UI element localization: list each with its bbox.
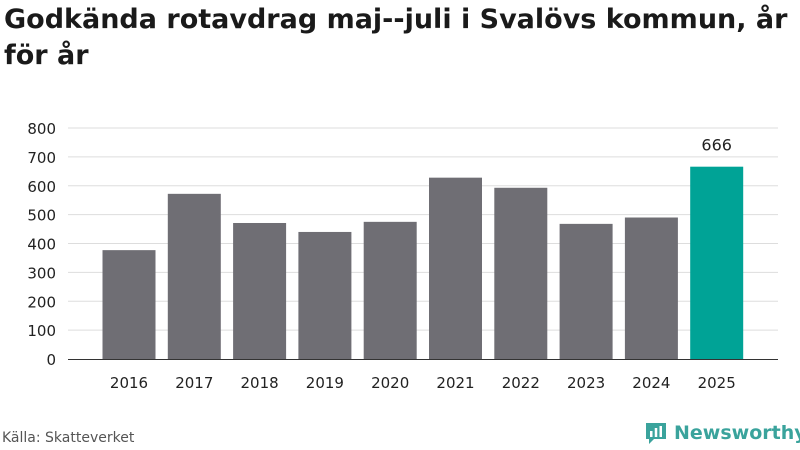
bar-2016 xyxy=(102,250,156,359)
bar-2024 xyxy=(624,217,678,359)
y-tick-label: 500 xyxy=(27,207,56,225)
x-tick-label: 2019 xyxy=(306,374,344,392)
bar-2019 xyxy=(298,231,352,359)
brand-name: Newsworthy xyxy=(674,422,800,444)
x-tick-label: 2020 xyxy=(371,374,409,392)
bar-2020 xyxy=(363,221,417,359)
x-tick-label: 2016 xyxy=(110,374,148,392)
x-tick-label: 2024 xyxy=(632,374,670,392)
data-labels: 666 xyxy=(701,136,732,155)
bar-2022 xyxy=(494,187,548,359)
y-tick-label: 600 xyxy=(27,178,56,196)
x-axis-ticks: 2016 2017 2018 2019 2020 2021 2022 2023 2024 2025 xyxy=(110,374,736,392)
newsworthy-logo-icon xyxy=(646,423,666,444)
bar-2025 xyxy=(690,166,744,359)
x-tick-label: 2017 xyxy=(175,374,213,392)
y-axis-ticks: 0 100 200 300 400 500 600 700 800 xyxy=(27,120,56,369)
bars xyxy=(102,166,744,359)
newsworthy-logo: Newsworthy xyxy=(644,421,800,445)
y-tick-label: 700 xyxy=(27,149,56,167)
chart-title: Godkända rotavdrag maj--juli i Svalövs k… xyxy=(4,4,788,71)
bar-2021 xyxy=(429,177,482,359)
data-label: 666 xyxy=(701,136,732,155)
y-tick-label: 800 xyxy=(27,120,56,138)
y-tick-label: 300 xyxy=(27,264,56,282)
y-tick-label: 200 xyxy=(27,293,56,311)
source-note: Källa: Skatteverket xyxy=(2,430,135,446)
x-tick-label: 2025 xyxy=(698,374,736,392)
x-tick-label: 2022 xyxy=(502,374,540,392)
y-tick-label: 100 xyxy=(27,322,56,340)
x-tick-label: 2023 xyxy=(567,374,605,392)
bar-2018 xyxy=(233,222,287,359)
bar-2023 xyxy=(559,223,613,359)
y-tick-label: 0 xyxy=(46,351,56,369)
x-tick-label: 2018 xyxy=(241,374,279,392)
y-tick-label: 400 xyxy=(27,236,56,254)
bar-2017 xyxy=(167,193,221,359)
x-tick-label: 2021 xyxy=(436,374,474,392)
